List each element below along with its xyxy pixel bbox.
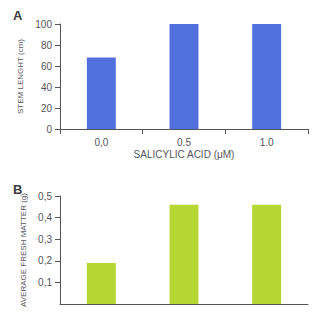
svg-text:20: 20 — [41, 103, 53, 114]
svg-text:0,3: 0,3 — [38, 234, 52, 245]
svg-text:80: 80 — [41, 40, 53, 51]
svg-text:A: A — [13, 8, 23, 23]
svg-text:0,5: 0,5 — [38, 191, 52, 202]
svg-text:SALICYLIC ACID (μM): SALICYLIC ACID (μM) — [134, 149, 235, 160]
svg-text:0,0: 0,0 — [94, 137, 108, 148]
svg-text:0,2: 0,2 — [38, 255, 52, 266]
svg-text:0: 0 — [46, 124, 52, 135]
svg-text:100: 100 — [35, 19, 52, 30]
svg-text:60: 60 — [41, 61, 53, 72]
svg-text:1.0: 1.0 — [260, 137, 274, 148]
svg-text:STEM LENGHT (cm): STEM LENGHT (cm) — [16, 39, 25, 114]
svg-text:0,4: 0,4 — [38, 212, 52, 223]
svg-text:40: 40 — [41, 82, 53, 93]
svg-text:B: B — [13, 182, 22, 197]
svg-text:0,1: 0,1 — [38, 277, 52, 288]
svg-text:0.5: 0.5 — [177, 137, 191, 148]
svg-text:AVERAGE FRESH MATTER (g): AVERAGE FRESH MATTER (g) — [19, 193, 28, 307]
